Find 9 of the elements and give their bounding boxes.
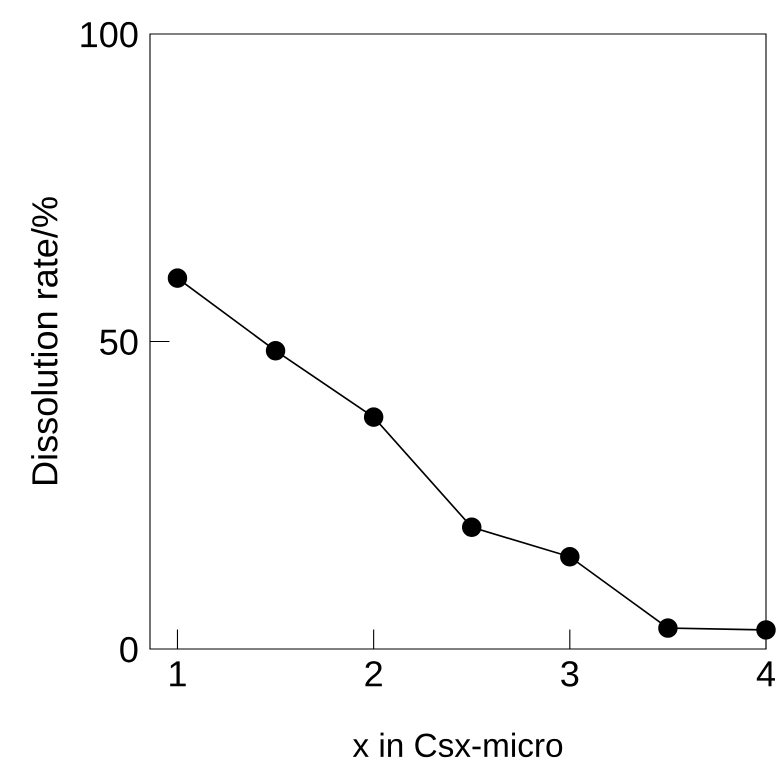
- x-axis-title: x in Csx-micro: [352, 732, 562, 758]
- x-tick-label: 1: [170, 661, 186, 686]
- x-tick-label: 4: [756, 661, 775, 686]
- y-tick-label: 100: [81, 22, 138, 48]
- y-tick-label: 50: [100, 329, 138, 355]
- y-axis-title: Dissolution rate/%: [31, 197, 58, 484]
- x-tick-label: 3: [561, 661, 578, 687]
- y-tick-label: 0: [120, 636, 138, 662]
- x-tick-label: 2: [365, 661, 382, 686]
